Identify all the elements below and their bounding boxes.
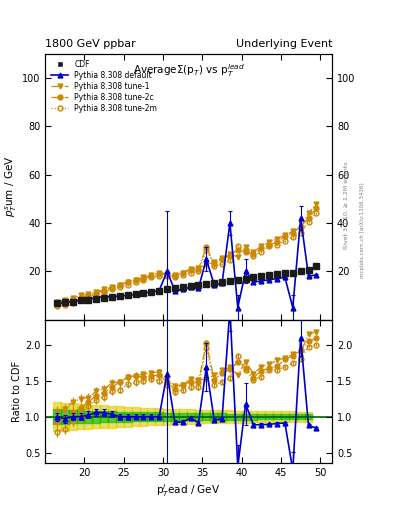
- Text: Rivet 3.1.10, ≥ 1.2M events: Rivet 3.1.10, ≥ 1.2M events: [344, 161, 349, 248]
- X-axis label: p$_T^l$ead / GeV: p$_T^l$ead / GeV: [156, 482, 221, 499]
- Y-axis label: Ratio to CDF: Ratio to CDF: [12, 361, 22, 422]
- Text: 1800 GeV ppbar: 1800 GeV ppbar: [45, 38, 136, 49]
- Text: Underlying Event: Underlying Event: [235, 38, 332, 49]
- Text: mcplots.cern.ch [arXiv:1306.3436]: mcplots.cern.ch [arXiv:1306.3436]: [360, 183, 365, 278]
- Text: Average$\Sigma$(p$_T$) vs p$_T^{lead}$: Average$\Sigma$(p$_T$) vs p$_T^{lead}$: [133, 62, 244, 78]
- Legend: CDF, Pythia 8.308 default, Pythia 8.308 tune-1, Pythia 8.308 tune-2c, Pythia 8.3: CDF, Pythia 8.308 default, Pythia 8.308 …: [49, 57, 160, 115]
- Y-axis label: $p_T^s$um / GeV: $p_T^s$um / GeV: [4, 156, 19, 218]
